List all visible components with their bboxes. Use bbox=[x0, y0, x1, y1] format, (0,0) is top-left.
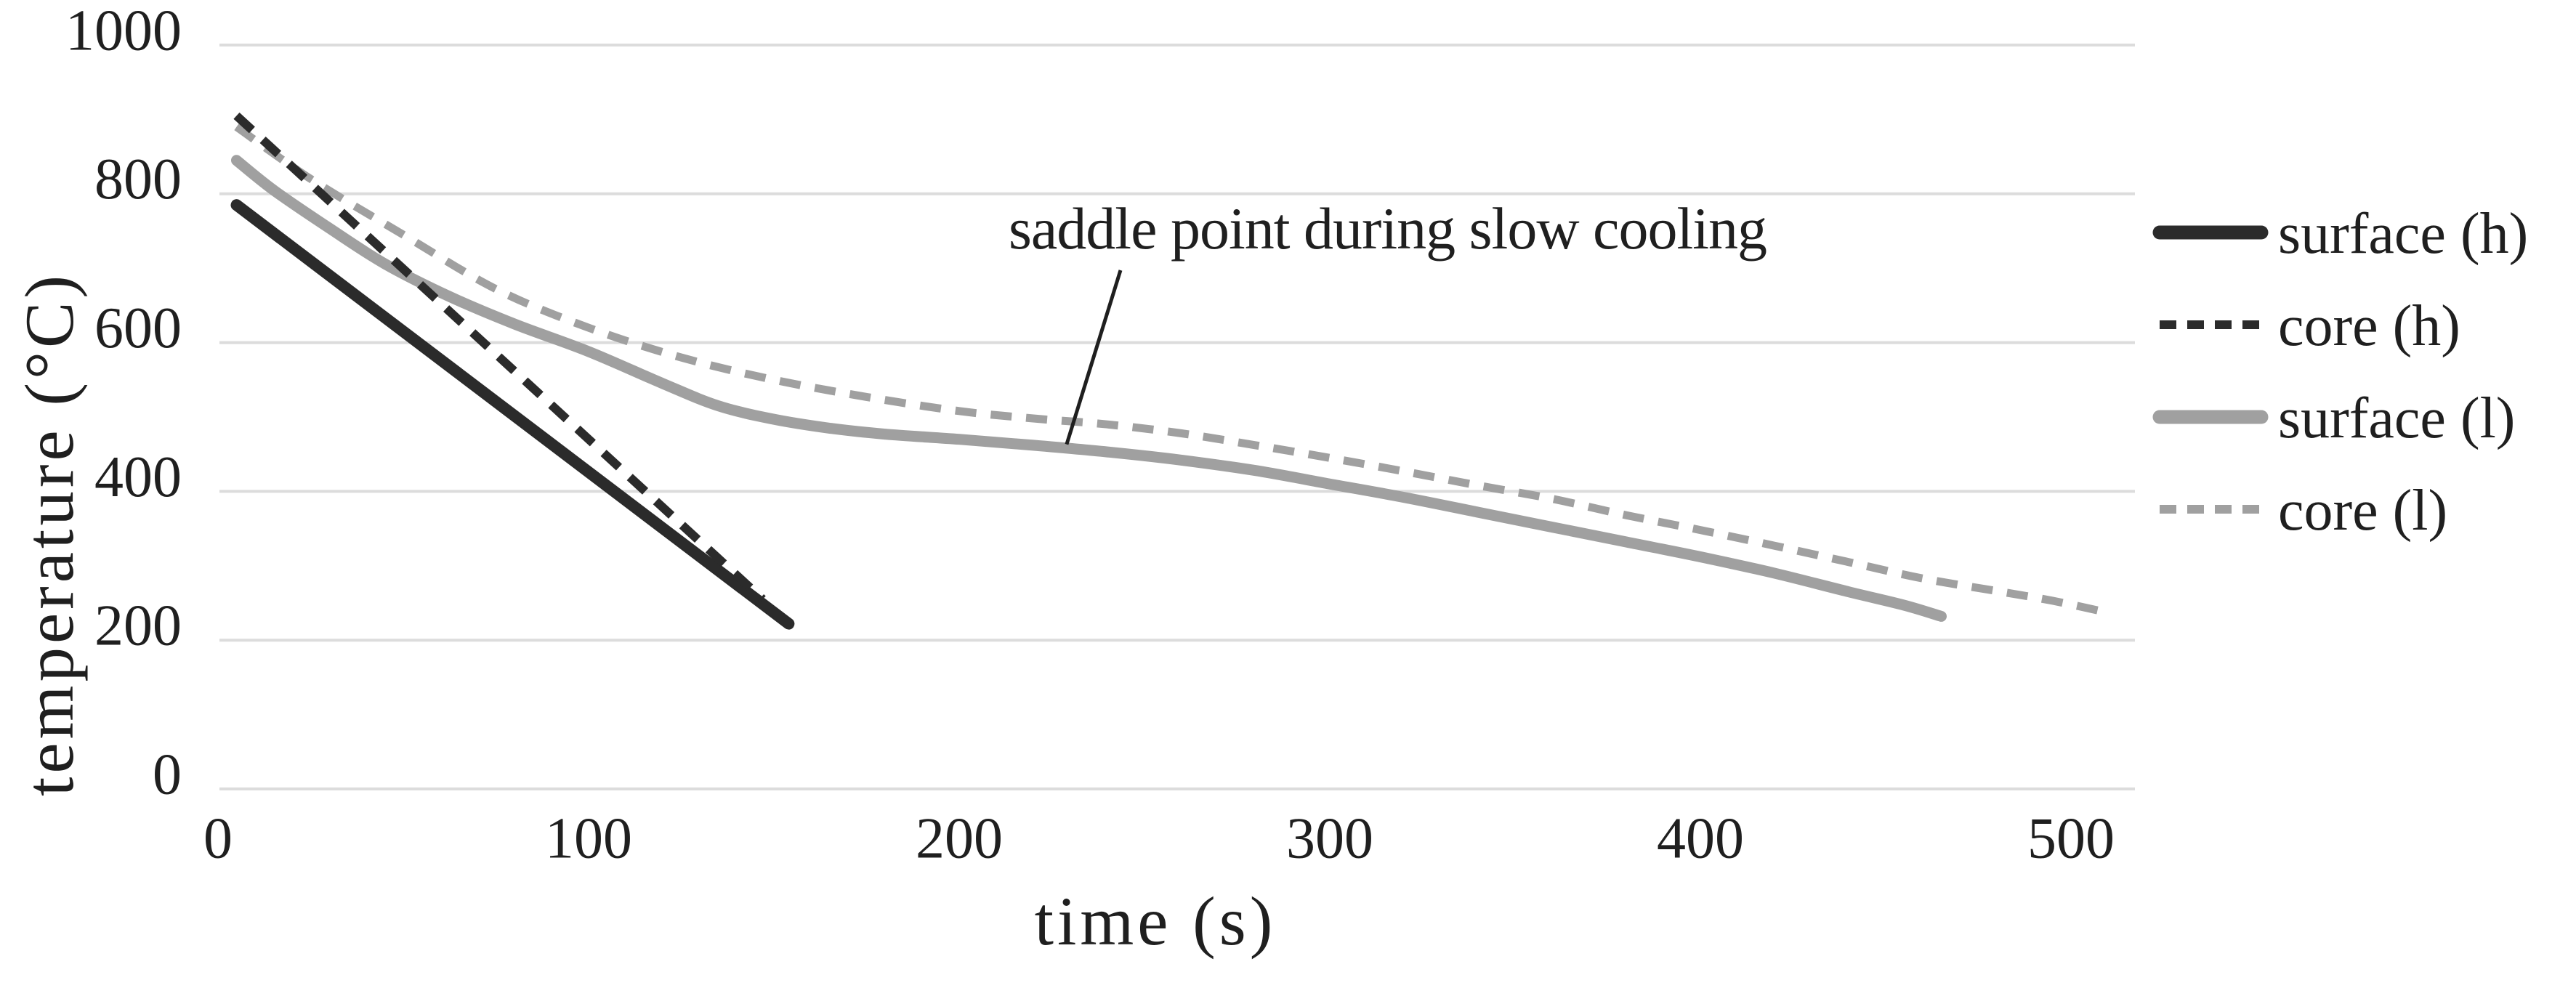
series-paths bbox=[230, 112, 2109, 630]
gridlines bbox=[219, 44, 2135, 790]
y-tick-label-800: 800 bbox=[94, 147, 182, 211]
x-tick-label-200: 200 bbox=[916, 806, 1003, 870]
legend-item-surface-h: surface (h) bbox=[2152, 202, 2528, 266]
legend-item-core-l: core (l) bbox=[2160, 479, 2447, 543]
y-axis-title: temperature (°C) bbox=[11, 272, 88, 796]
series-core-l-line bbox=[234, 124, 2109, 617]
y-tick-label-1000: 1000 bbox=[65, 0, 182, 62]
series-surface-h-line bbox=[230, 199, 795, 630]
x-tick-label-300: 300 bbox=[1286, 806, 1373, 870]
series-core-h-line bbox=[233, 112, 766, 603]
series-surface-l-line bbox=[231, 155, 1947, 622]
x-tick-label-0: 0 bbox=[203, 806, 233, 870]
legend-item-surface-l: surface (l) bbox=[2152, 386, 2515, 450]
x-axis-title: time (s) bbox=[1035, 883, 1277, 960]
saddle-point-annotation: saddle point during slow cooling bbox=[1009, 195, 1767, 262]
y-tick-label-200: 200 bbox=[94, 594, 182, 658]
x-tick-label-500: 500 bbox=[2027, 806, 2115, 870]
x-tick-label-100: 100 bbox=[545, 806, 632, 870]
x-tick-label-400: 400 bbox=[1657, 806, 1744, 870]
y-tick-label-400: 400 bbox=[94, 445, 182, 509]
legend-label-core-h: core (h) bbox=[2278, 294, 2460, 358]
x-axis-tick-labels: 0 100 200 300 400 500 bbox=[203, 806, 2115, 870]
legend-item-core-h: core (h) bbox=[2160, 294, 2460, 358]
legend-label-surface-l: surface (l) bbox=[2278, 386, 2515, 450]
y-tick-label-600: 600 bbox=[94, 296, 182, 360]
legend-label-surface-h: surface (h) bbox=[2278, 202, 2528, 266]
annotation-leader-line bbox=[1065, 270, 1123, 445]
legend: surface (h) core (h) surface (l) core (l… bbox=[2152, 202, 2528, 543]
y-tick-label-0: 0 bbox=[153, 742, 182, 806]
legend-label-core-l: core (l) bbox=[2278, 479, 2447, 543]
y-axis-tick-labels: 0 200 400 600 800 1000 bbox=[65, 0, 182, 806]
